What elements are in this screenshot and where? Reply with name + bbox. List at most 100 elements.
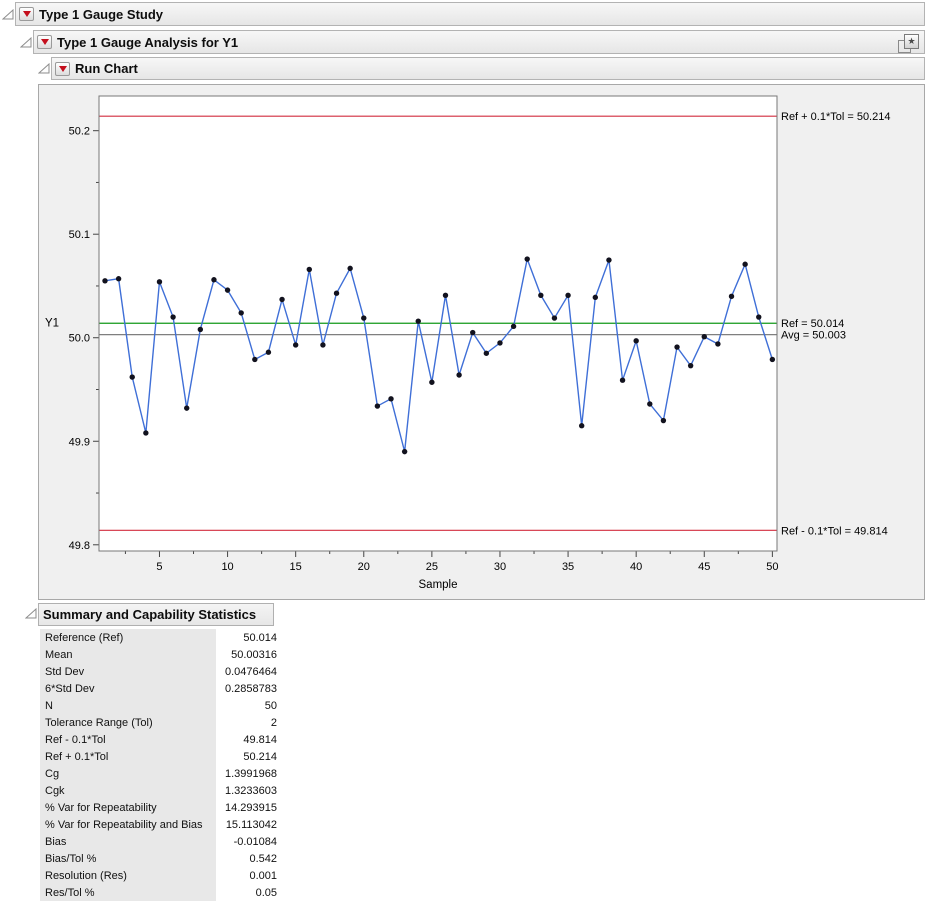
x-tick-label: 50 (766, 561, 778, 573)
outline-title-analysis: Type 1 Gauge Analysis for Y1 (57, 34, 239, 50)
x-tick-label: 35 (562, 561, 574, 573)
stat-label: Tolerance Range (Tol) (40, 714, 216, 731)
data-point[interactable] (429, 379, 435, 385)
x-tick-label: 40 (630, 561, 642, 573)
data-point[interactable] (184, 405, 190, 411)
data-point[interactable] (224, 287, 231, 293)
data-point[interactable] (265, 349, 272, 355)
data-point[interactable] (497, 340, 503, 346)
disclosure-triangle-analysis[interactable] (20, 37, 32, 48)
stat-value: -0.01084 (233, 835, 277, 848)
data-point[interactable] (606, 257, 612, 263)
stat-row: Bias/Tol % 0.542 (40, 850, 282, 867)
red-triangle-menu-study[interactable] (19, 7, 34, 21)
stat-label: % Var for Repeatability (40, 799, 216, 816)
red-triangle-menu-analysis[interactable] (37, 35, 52, 49)
stat-label: Reference (Ref) (40, 629, 216, 646)
data-point[interactable] (388, 396, 394, 402)
data-point[interactable] (143, 430, 149, 436)
data-point[interactable] (674, 344, 680, 350)
data-point[interactable] (619, 377, 626, 383)
data-point[interactable] (211, 277, 217, 283)
data-point[interactable] (170, 314, 176, 320)
red-triangle-menu-run-chart[interactable] (55, 61, 70, 76)
stat-value: 1.3233603 (225, 784, 277, 797)
data-point[interactable] (728, 293, 735, 300)
outline-title-run-chart: Run Chart (75, 61, 138, 76)
data-point[interactable] (742, 261, 748, 267)
data-point[interactable] (292, 342, 299, 348)
stat-value: 49.814 (243, 733, 277, 746)
data-point[interactable] (320, 342, 326, 348)
stat-row: Tolerance Range (Tol) 2 (40, 714, 282, 731)
stat-label: Cg (40, 765, 216, 782)
y-tick-label: 49.8 (69, 540, 90, 552)
stat-row: Ref + 0.1*Tol 50.214 (40, 748, 282, 765)
data-point[interactable] (374, 403, 381, 409)
disclosure-triangle-study[interactable] (2, 9, 14, 20)
data-point[interactable] (565, 292, 571, 298)
data-point[interactable] (333, 290, 340, 296)
stat-row: Bias -0.01084 (40, 833, 282, 850)
data-point[interactable] (633, 338, 639, 344)
data-point[interactable] (483, 350, 490, 356)
x-axis-title: Sample (419, 579, 458, 591)
data-point[interactable] (415, 318, 421, 324)
y-tick-label: 50.0 (69, 333, 90, 345)
stat-row: N 50 (40, 697, 282, 714)
data-point[interactable] (361, 315, 367, 321)
data-point[interactable] (306, 266, 312, 273)
stat-value: 50.00316 (231, 648, 277, 661)
data-point[interactable] (592, 294, 599, 301)
stat-row: Mean 50.00316 (40, 646, 282, 663)
data-point[interactable] (551, 315, 558, 321)
data-point[interactable] (252, 356, 258, 363)
stat-value: 2 (270, 716, 277, 729)
data-point[interactable] (470, 329, 476, 336)
stat-value: 0.001 (249, 869, 277, 882)
data-point[interactable] (347, 265, 353, 272)
outline-title-summary: Summary and Capability Statistics (43, 607, 257, 622)
stat-value: 15.113042 (225, 818, 277, 831)
stat-row: Ref - 0.1*Tol 49.814 (40, 731, 282, 748)
data-point[interactable] (401, 448, 408, 455)
data-point[interactable] (687, 362, 694, 369)
ref-line-label: Avg = 50.003 (781, 330, 846, 342)
data-point[interactable] (538, 292, 544, 298)
data-point[interactable] (102, 278, 108, 284)
outline-header-summary: Summary and Capability Statistics (38, 603, 274, 626)
data-point[interactable] (156, 279, 163, 285)
data-point[interactable] (660, 417, 667, 424)
data-point[interactable] (715, 341, 721, 347)
stat-row: Reference (Ref) 50.014 (40, 629, 282, 646)
red-triangle-icon (22, 11, 31, 17)
data-point[interactable] (197, 326, 204, 333)
data-point[interactable] (769, 356, 776, 363)
report-navigation-icon[interactable]: ★ (898, 34, 919, 53)
data-point[interactable] (129, 374, 135, 380)
data-point[interactable] (578, 423, 585, 429)
stat-label: Cgk (40, 782, 216, 799)
x-tick-label: 20 (358, 561, 370, 573)
data-point[interactable] (238, 310, 244, 316)
stat-row: Std Dev 0.0476464 (40, 663, 282, 680)
data-point[interactable] (524, 256, 530, 262)
stat-row: Res/Tol % 0.05 (40, 884, 282, 901)
x-tick-label: 30 (494, 561, 506, 573)
data-point[interactable] (279, 296, 285, 303)
data-point[interactable] (510, 323, 517, 330)
y-tick-label: 49.9 (69, 436, 90, 448)
disclosure-triangle-run-chart[interactable] (38, 63, 50, 74)
stat-value: 14.293915 (225, 801, 277, 814)
data-point[interactable] (756, 314, 762, 320)
data-point[interactable] (442, 292, 449, 298)
stat-label: Ref - 0.1*Tol (40, 731, 216, 748)
y-tick-label: 50.1 (69, 229, 90, 241)
disclosure-triangle-summary[interactable] (25, 608, 37, 619)
data-point[interactable] (647, 401, 653, 407)
data-point[interactable] (456, 372, 462, 378)
stat-value: 50.014 (243, 631, 277, 644)
stat-value: 1.3991968 (225, 767, 277, 780)
data-point[interactable] (701, 333, 707, 340)
data-point[interactable] (115, 276, 122, 282)
